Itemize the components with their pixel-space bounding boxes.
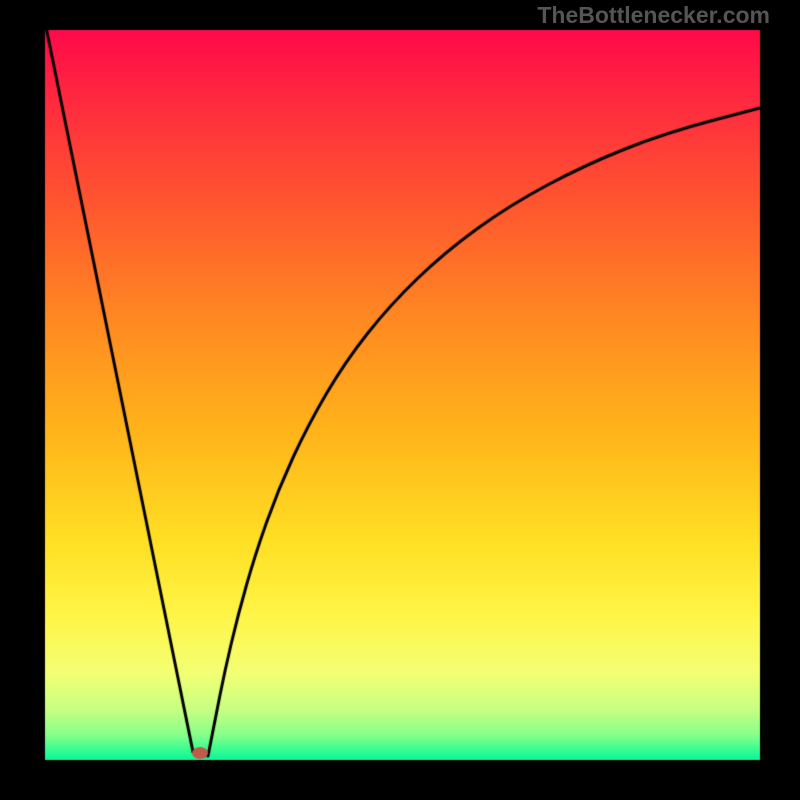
watermark-text: TheBottlenecker.com [537,2,770,29]
curve-canvas [0,0,800,800]
chart-container: TheBottlenecker.com [0,0,800,800]
